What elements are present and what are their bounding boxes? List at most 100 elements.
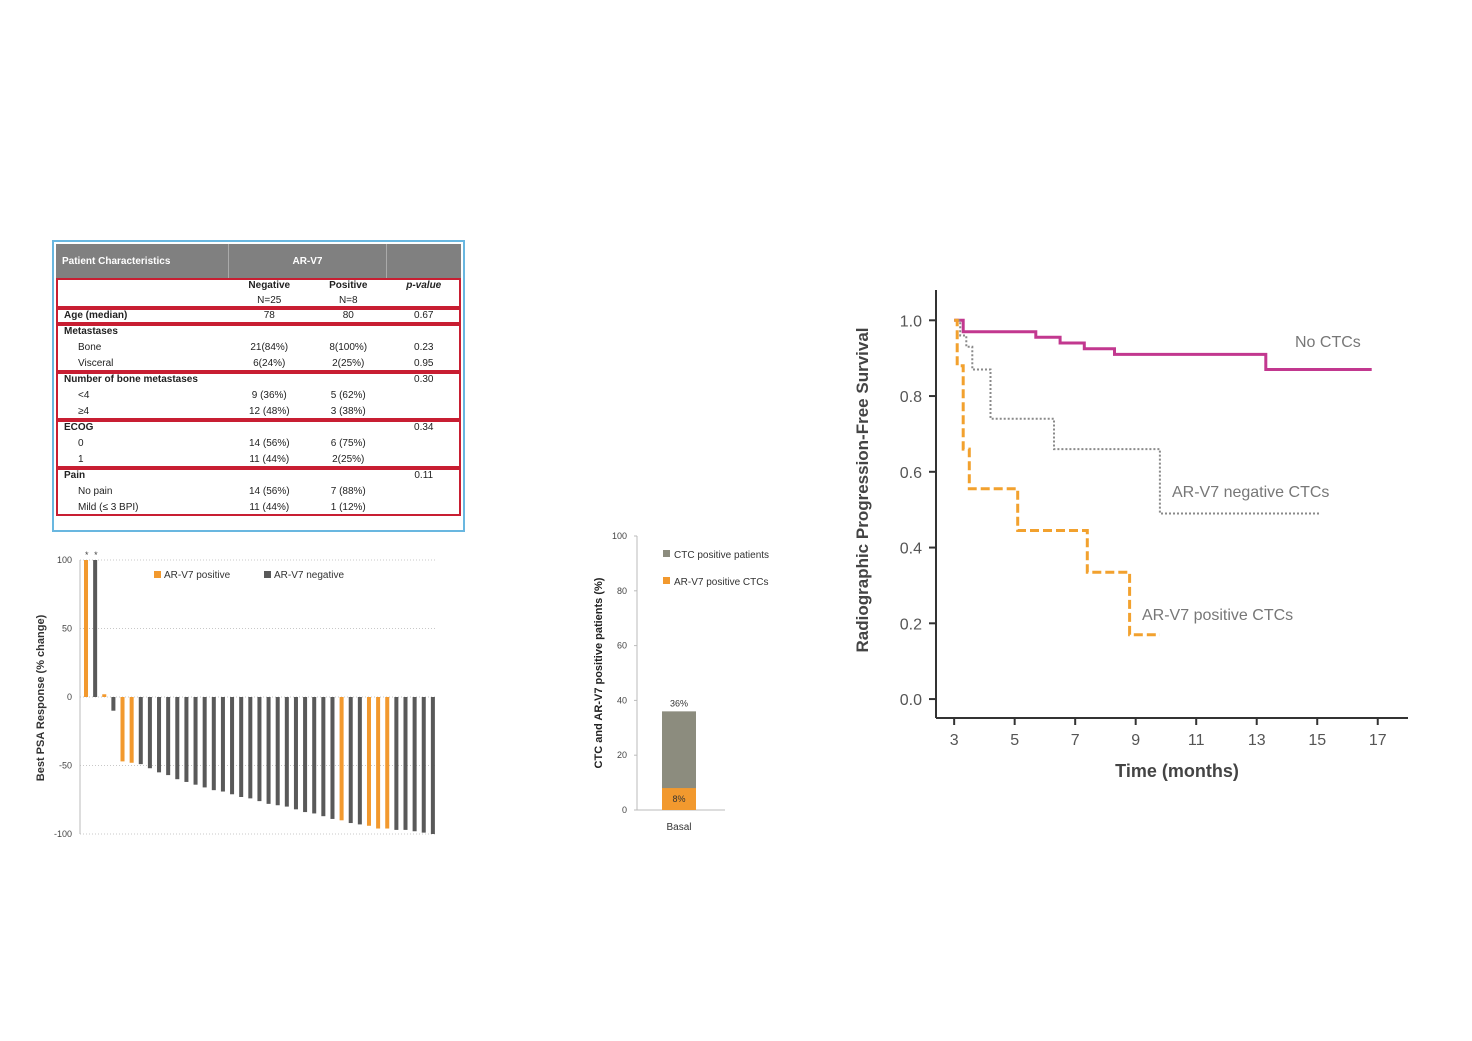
table-row: ≥4 12 (48%) 3 (38%): [56, 404, 461, 420]
series-label-no-ctcs: No CTCs: [1295, 334, 1361, 351]
km-survival-chart: Radiographic Progression-Free Survival T…: [853, 290, 1408, 781]
table-row: No pain 14 (56%) 7 (88%): [56, 484, 461, 500]
bar: [330, 697, 335, 819]
table-row: <4 9 (36%) 5 (62%): [56, 388, 461, 404]
x-tick-label: 5: [1010, 732, 1019, 749]
cell-neg: 9 (36%): [251, 390, 287, 401]
header-characteristics: Patient Characteristics: [56, 244, 229, 278]
x-tick-label: 15: [1308, 732, 1326, 749]
y-tick-label: -50: [59, 761, 72, 771]
data-label-arv7: 8%: [672, 794, 685, 804]
legend: AR-V7 positive AR-V7 negative: [154, 570, 344, 581]
bar: [266, 697, 271, 804]
bar: [166, 697, 171, 776]
metastases-group: Metastases Bone 21(84%) 8(100%) 0.23 Vis…: [56, 324, 461, 372]
y-tick-label: 0.0: [900, 692, 922, 709]
y-tick-label: 60: [617, 641, 627, 651]
bar: [84, 560, 89, 697]
x-tick-label: 9: [1131, 732, 1140, 749]
table-row: Age (median) 78 80 0.67: [56, 308, 461, 324]
y-tick-label: 0.8: [900, 389, 922, 406]
y-tick-label: 20: [617, 750, 627, 760]
y-tick-label: 0: [622, 805, 627, 815]
cell-p: 0.95: [414, 358, 434, 369]
cell-neg: 14 (56%): [248, 438, 290, 449]
km-line-series-0: [954, 318, 1372, 371]
legend-swatch-ctc: [663, 550, 670, 557]
legend: CTC positive patients AR-V7 positive CTC…: [663, 550, 769, 588]
pain-group: Pain 0.11 No pain 14 (56%) 7 (88%) Mild …: [56, 468, 461, 516]
row-label: Bone: [78, 342, 102, 353]
bar: [147, 697, 152, 769]
series-label-arv7-positive: AR-V7 positive CTCs: [1142, 607, 1293, 624]
y-axis-label: CTC and AR-V7 positive patients (%): [593, 577, 605, 768]
significance-marker: *: [85, 550, 89, 560]
cell-pos: 6 (75%): [330, 438, 366, 449]
bar-arv7-positive: [662, 788, 696, 810]
table-row: Number of bone metastases 0.30: [56, 372, 461, 388]
psa-waterfall-chart: 100 50 0 -50 -100 * * Best PSA Response (% ch…: [35, 550, 436, 839]
bar: [202, 697, 207, 788]
bar: [312, 697, 317, 814]
bar: [421, 697, 426, 833]
y-tick-label: 0.4: [900, 541, 922, 558]
data-label-ctc: 36%: [670, 698, 688, 708]
subheader-n-row: N=25 N=8: [56, 293, 461, 308]
bar: [184, 697, 189, 782]
category-label: Basal: [666, 822, 691, 833]
y-axis-label: Best PSA Response (% change): [35, 614, 47, 781]
y-tick-label: 0: [67, 692, 72, 702]
bar: [220, 697, 225, 792]
cell-neg: 11 (44%): [249, 502, 290, 513]
age-pos: 80: [342, 310, 354, 321]
bar: [275, 697, 280, 806]
cell-neg: 11 (44%): [249, 454, 290, 465]
y-tick-label: 80: [617, 586, 627, 596]
table-row: Mild (≤ 3 BPI) 11 (44%) 1 (12%): [56, 500, 461, 516]
bar: [293, 697, 298, 810]
bar: [357, 697, 362, 825]
significance-marker: *: [94, 550, 98, 560]
ecog-p: 0.34: [414, 422, 434, 433]
cell-neg: 6(24%): [253, 358, 286, 369]
row-label: 1: [78, 454, 84, 465]
table-row: ECOG 0.34: [56, 420, 461, 436]
x-tick-label: 3: [950, 732, 959, 749]
cell-pos: 1 (12%): [330, 502, 366, 513]
km-line-series-2: [954, 318, 1160, 637]
cell-neg: 12 (48%): [248, 406, 290, 417]
y-tick-label: 0.2: [900, 616, 922, 633]
negative-n: N=25: [257, 295, 282, 306]
bar: [394, 697, 399, 830]
row-label: No pain: [78, 486, 113, 497]
bar: [248, 697, 253, 799]
subheader-group: Negative Positive p-value N=25 N=8: [56, 278, 461, 308]
y-tick-label: 40: [617, 695, 627, 705]
bar: [175, 697, 180, 780]
cell-pos: 5 (62%): [330, 390, 366, 401]
header-ar-v7: AR-V7: [228, 244, 387, 278]
y-tick-label: -100: [54, 829, 72, 839]
legend-label-negative: AR-V7 negative: [274, 570, 344, 581]
table-header-row: Patient Characteristics AR-V7: [56, 244, 461, 278]
row-label: 0: [78, 438, 84, 449]
age-group: Age (median) 78 80 0.67: [56, 308, 461, 324]
negative-label: Negative: [248, 280, 291, 291]
age-label: Age (median): [64, 310, 128, 321]
header-blank: [386, 244, 461, 278]
metastases-label: Metastases: [64, 326, 118, 337]
subheader-row: Negative Positive p-value: [56, 278, 461, 293]
km-line-series-1: [954, 319, 1321, 515]
cell-neg: 14 (56%): [248, 486, 290, 497]
age-neg: 78: [263, 310, 275, 321]
bar: [129, 697, 134, 763]
legend-swatch-positive: [154, 571, 161, 578]
cell-pos: 8(100%): [329, 342, 368, 353]
table: Patient Characteristics AR-V7 Negative P…: [56, 244, 461, 516]
table-row: Metastases: [56, 324, 461, 340]
bar: [366, 697, 371, 826]
bar: [339, 697, 344, 821]
table-row: 1 11 (44%) 2(25%): [56, 452, 461, 468]
positive-n: N=8: [338, 295, 358, 306]
row-label: <4: [78, 390, 90, 401]
